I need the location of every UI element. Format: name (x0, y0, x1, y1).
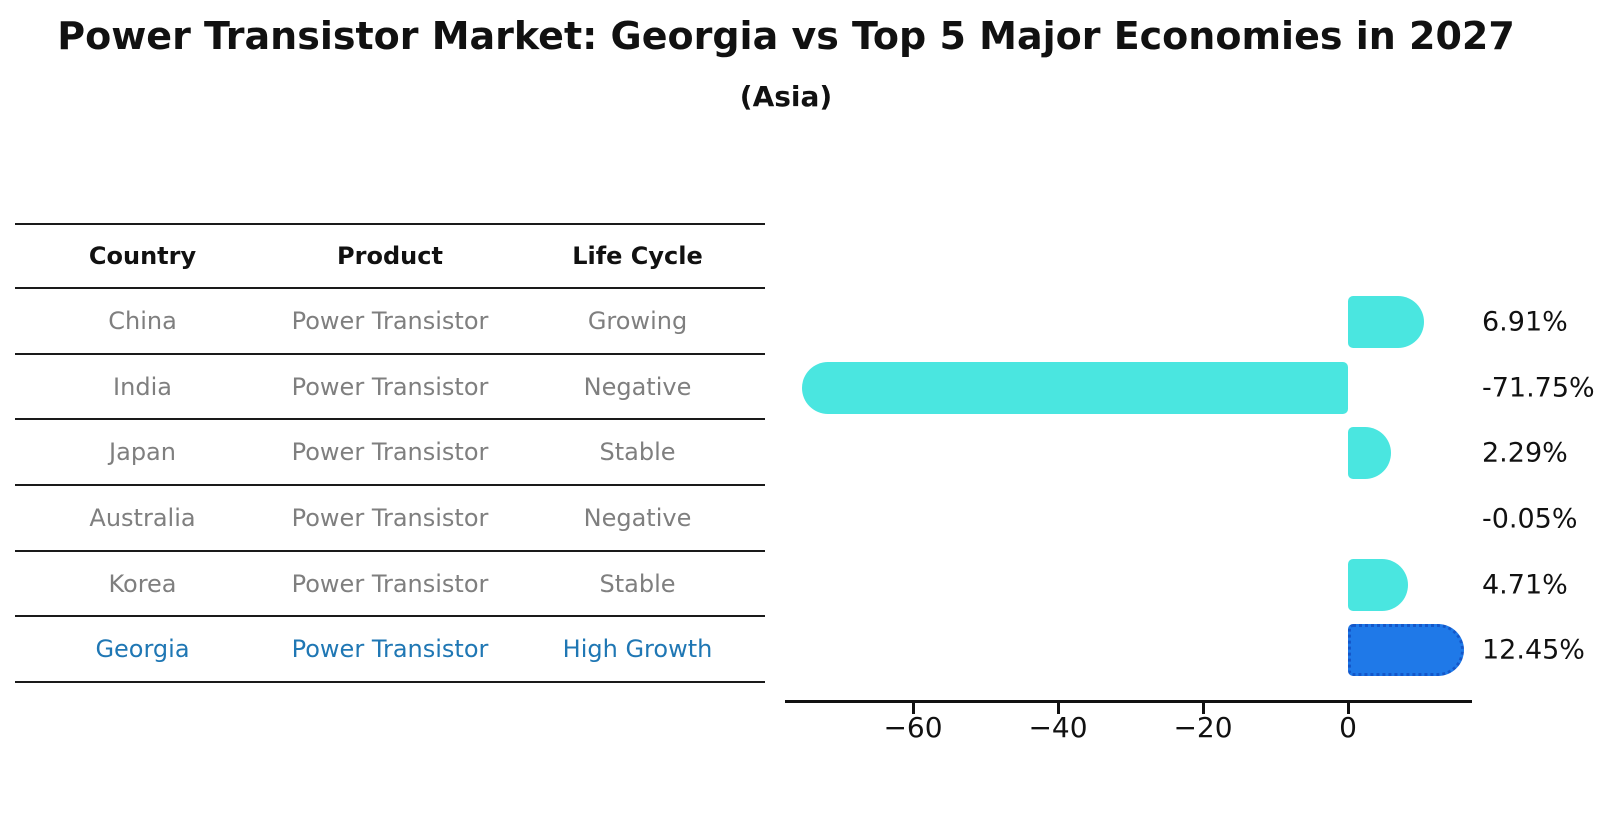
table-row: China Power Transistor Growing (15, 289, 765, 355)
bar-korea (1348, 558, 1409, 611)
table-body: China Power Transistor Growing India Power T… (15, 289, 765, 684)
bar-highlight-georgia (1348, 624, 1465, 677)
table-cell-life-cycle: Negative (583, 372, 692, 401)
bar-value-label: 12.45% (1482, 634, 1585, 666)
table-cell-life-cycle: High Growth (562, 635, 713, 664)
x-axis-tick-label: −60 (883, 711, 943, 744)
table-header-cell: Country (88, 242, 197, 270)
x-axis-tick-label: −20 (1173, 711, 1233, 744)
table-cell-country: Korea (108, 569, 177, 598)
table-header-cell: Product (337, 242, 443, 270)
table-row: Georgia Power Transistor High Growth (15, 617, 765, 684)
bar-value-label: -71.75% (1482, 372, 1595, 403)
table-cell-life-cycle: Stable (599, 438, 676, 467)
table-cell-country: Australia (89, 503, 196, 532)
bar-value-label: 2.29% (1482, 437, 1568, 469)
x-axis-tick-mark (1201, 703, 1205, 714)
table-cell-country: Japan (109, 438, 176, 467)
table-cell-product: Power Transistor (291, 503, 489, 532)
table-row: India Power Transistor Negative (15, 355, 765, 421)
bar-value-label: -0.05% (1482, 503, 1578, 535)
x-axis-tick-label: −40 (1028, 711, 1088, 744)
x-axis-tick-label: 0 (1339, 711, 1357, 744)
table-cell-product: Power Transistor (291, 438, 489, 467)
table-row: Japan Power Transistor Stable (15, 420, 765, 487)
table-cell-product: Power Transistor (291, 306, 489, 335)
bar-china (1348, 295, 1425, 348)
x-axis-tick-mark (1056, 703, 1060, 714)
table-cell-life-cycle: Growing (587, 306, 688, 335)
x-axis-tick-mark (911, 703, 915, 714)
bar-value-label: 6.91% (1482, 306, 1568, 338)
table-cell-life-cycle: Stable (599, 569, 676, 598)
table-header-row: Country Product Life Cycle (15, 223, 765, 289)
x-axis-line (785, 700, 1472, 703)
chart-subtitle: (Asia) (739, 80, 833, 113)
bar-india (801, 361, 1348, 414)
chart-title: Power Transistor Market: Georgia vs Top … (57, 14, 1515, 58)
table-cell-product: Power Transistor (291, 372, 489, 401)
country-table: Country Product Life Cycle China Power Tran… (15, 223, 765, 684)
table-cell-country: Georgia (95, 635, 190, 664)
table-cell-product: Power Transistor (291, 569, 489, 598)
table-header-cell: Life Cycle (572, 242, 703, 270)
table-cell-life-cycle: Negative (583, 503, 692, 532)
table-row: Korea Power Transistor Stable (15, 552, 765, 618)
bar-value-label: 4.71% (1482, 569, 1568, 601)
table-row: Australia Power Transistor Negative (15, 486, 765, 552)
x-axis-tick-mark (1346, 703, 1350, 714)
table-cell-product: Power Transistor (291, 635, 489, 664)
table-cell-country: India (113, 372, 172, 401)
bar-japan (1348, 427, 1391, 480)
table-cell-country: China (108, 306, 177, 335)
